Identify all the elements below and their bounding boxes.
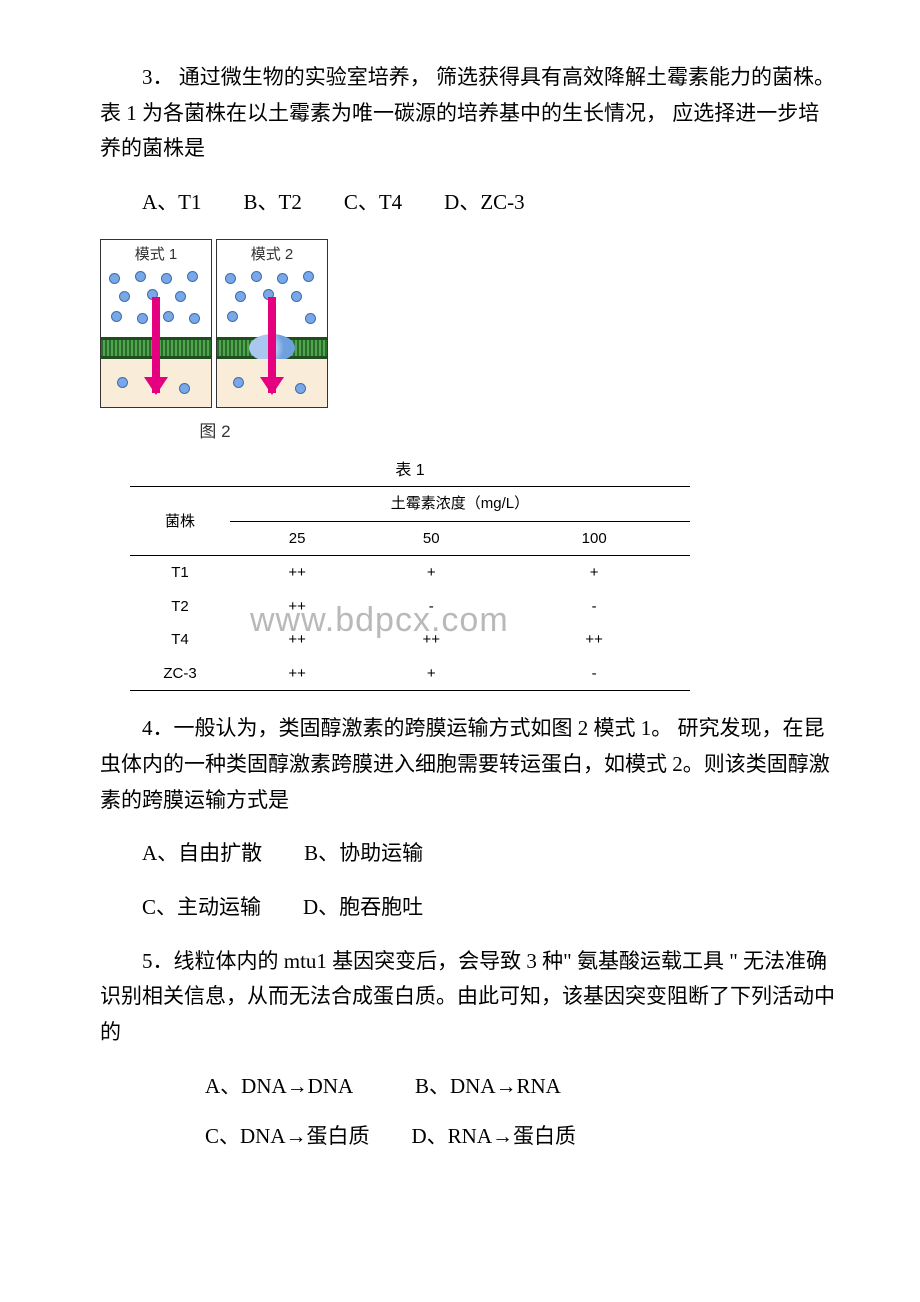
table-header-row: 菌株 土霉素浓度（mg/L） xyxy=(130,487,690,522)
figure-2-panel-1-lower xyxy=(101,359,211,407)
molecule-dot xyxy=(225,273,236,284)
molecule-dot xyxy=(235,291,246,302)
figure-2-panel-2-label: 模式 2 xyxy=(217,240,327,268)
molecule-dot xyxy=(295,383,306,394)
table-cell: - xyxy=(498,657,690,691)
table-cell: + xyxy=(364,556,498,590)
table-cell: - xyxy=(498,590,690,624)
question-3-options: A、T1 B、T2 C、T4 D、ZC-3 xyxy=(100,185,840,221)
arrow-down-icon xyxy=(152,297,160,393)
figure-2-panel-1: 模式 1 xyxy=(100,239,212,409)
table-cell: ++ xyxy=(230,623,364,657)
molecule-dot xyxy=(109,273,120,284)
molecule-dot xyxy=(111,311,122,322)
table-header-group: 土霉素浓度（mg/L） xyxy=(230,487,690,522)
table-row: ZC-3 ++ + - xyxy=(130,657,690,691)
figure-2: 模式 1 xyxy=(100,239,840,447)
molecule-dot xyxy=(189,313,200,324)
table-cell: ++ xyxy=(230,590,364,624)
table-cell-strain: T2 xyxy=(130,590,230,624)
figure-2-panel-1-label: 模式 1 xyxy=(101,240,211,268)
figure-2-caption: 图 2 xyxy=(100,418,330,447)
table-col-100: 100 xyxy=(498,521,690,556)
molecule-dot xyxy=(135,271,146,282)
table-cell: + xyxy=(364,657,498,691)
question-5-options-line1: A、DNA→DNA B、DNA→RNA xyxy=(100,1069,840,1105)
table-cell-strain: ZC-3 xyxy=(130,657,230,691)
question-4-options-line2: C、主动运输 D、胞吞胞吐 xyxy=(100,890,840,926)
figure-2-panel-2-lower xyxy=(217,359,327,407)
table-cell-strain: T4 xyxy=(130,623,230,657)
table-cell: ++ xyxy=(498,623,690,657)
table-1: 表 1 菌株 土霉素浓度（mg/L） 25 50 100 T1 ++ + + T… xyxy=(130,457,840,691)
molecule-dot xyxy=(163,311,174,322)
table-row: T1 ++ + + xyxy=(130,556,690,590)
table-cell: ++ xyxy=(364,623,498,657)
question-5-options-line2: C、DNA→蛋白质 D、RNA→蛋白质 xyxy=(100,1119,840,1155)
figure-2-panel-2: 模式 2 xyxy=(216,239,328,409)
table-1-grid: 菌株 土霉素浓度（mg/L） 25 50 100 T1 ++ + + T2 ++… xyxy=(130,486,690,691)
table-header-strain: 菌株 xyxy=(130,487,230,556)
molecule-dot xyxy=(303,271,314,282)
table-cell: + xyxy=(498,556,690,590)
molecule-dot xyxy=(251,271,262,282)
question-5-text: 5．线粒体内的 mtu1 基因突变后，会导致 3 种" 氨基酸运载工具 " 无法… xyxy=(100,944,840,1051)
table-cell: ++ xyxy=(230,657,364,691)
question-3-text: 3． 通过微生物的实验室培养， 筛选获得具有高效降解土霉素能力的菌株。 表 1 … xyxy=(100,60,840,167)
molecule-dot xyxy=(137,313,148,324)
molecule-dot xyxy=(161,273,172,284)
molecule-dot xyxy=(277,273,288,284)
table-row: T2 ++ - - www.bdpcx.com xyxy=(130,590,690,624)
question-4-text: 4．一般认为，类固醇激素的跨膜运输方式如图 2 模式 1。 研究发现，在昆虫体内… xyxy=(100,711,840,818)
arrow-down-icon xyxy=(268,297,276,393)
molecule-dot xyxy=(233,377,244,388)
molecule-dot xyxy=(291,291,302,302)
table-row: T4 ++ ++ ++ xyxy=(130,623,690,657)
molecule-dot xyxy=(119,291,130,302)
molecule-dot xyxy=(305,313,316,324)
table-cell-strain: T1 xyxy=(130,556,230,590)
molecule-dot xyxy=(179,383,190,394)
table-1-title: 表 1 xyxy=(130,457,690,484)
document-page: 3． 通过微生物的实验室培养， 筛选获得具有高效降解土霉素能力的菌株。 表 1 … xyxy=(0,0,920,1228)
molecule-dot xyxy=(117,377,128,388)
table-cell: ++ xyxy=(230,556,364,590)
question-4-options-line1: A、自由扩散 B、协助运输 xyxy=(100,836,840,872)
table-cell: - xyxy=(364,590,498,624)
table-col-50: 50 xyxy=(364,521,498,556)
molecule-dot xyxy=(175,291,186,302)
molecule-dot xyxy=(227,311,238,322)
table-col-25: 25 xyxy=(230,521,364,556)
molecule-dot xyxy=(187,271,198,282)
